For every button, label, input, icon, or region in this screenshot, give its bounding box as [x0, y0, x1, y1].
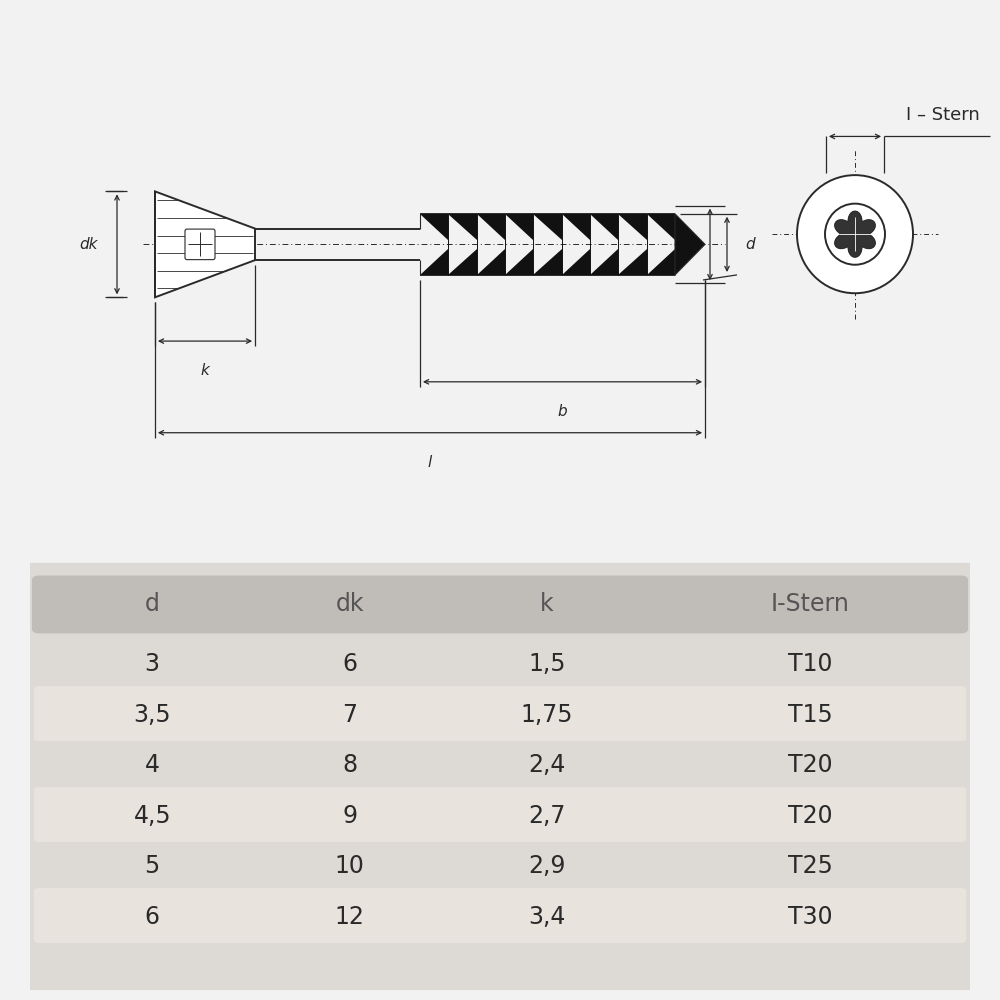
Polygon shape	[505, 214, 533, 240]
Polygon shape	[590, 249, 618, 275]
Text: dk: dk	[335, 592, 364, 616]
Polygon shape	[647, 249, 675, 275]
FancyBboxPatch shape	[16, 563, 984, 999]
Polygon shape	[477, 214, 505, 240]
Text: 2,4: 2,4	[528, 753, 566, 777]
Polygon shape	[155, 191, 255, 297]
Polygon shape	[533, 214, 562, 240]
Text: T25: T25	[788, 854, 833, 878]
Text: 4,5: 4,5	[133, 804, 171, 828]
Polygon shape	[618, 214, 647, 240]
Text: d: d	[745, 237, 755, 252]
Text: b: b	[558, 404, 567, 419]
Polygon shape	[477, 249, 505, 275]
Polygon shape	[420, 249, 448, 275]
Text: 12: 12	[335, 905, 365, 929]
Polygon shape	[590, 214, 618, 240]
Text: d: d	[145, 592, 160, 616]
Text: 5: 5	[145, 854, 160, 878]
Polygon shape	[647, 214, 675, 240]
Text: 4: 4	[145, 753, 160, 777]
Text: T20: T20	[788, 753, 833, 777]
Text: 1,75: 1,75	[521, 703, 573, 727]
Text: T15: T15	[788, 703, 833, 727]
Circle shape	[797, 175, 913, 293]
FancyBboxPatch shape	[185, 229, 215, 260]
Text: I – Stern: I – Stern	[906, 106, 980, 124]
Text: 2,7: 2,7	[528, 804, 566, 828]
Text: l: l	[428, 455, 432, 470]
Text: I-Stern: I-Stern	[771, 592, 850, 616]
FancyBboxPatch shape	[34, 888, 966, 943]
Polygon shape	[420, 214, 448, 240]
Text: 8: 8	[342, 753, 357, 777]
Text: 7: 7	[342, 703, 357, 727]
Text: 1,5: 1,5	[528, 652, 566, 676]
Text: T30: T30	[788, 905, 833, 929]
Text: 9: 9	[342, 804, 357, 828]
Text: 6: 6	[342, 652, 357, 676]
Polygon shape	[448, 249, 477, 275]
FancyBboxPatch shape	[34, 787, 966, 842]
Text: k: k	[201, 363, 209, 378]
Text: 3: 3	[145, 652, 160, 676]
Text: T10: T10	[788, 652, 832, 676]
Text: 6: 6	[145, 905, 160, 929]
Polygon shape	[505, 249, 533, 275]
FancyBboxPatch shape	[32, 575, 968, 633]
Text: k: k	[540, 592, 554, 616]
Polygon shape	[675, 214, 705, 275]
Text: 10: 10	[335, 854, 365, 878]
Text: 2,9: 2,9	[528, 854, 566, 878]
Polygon shape	[562, 249, 590, 275]
Circle shape	[825, 204, 885, 265]
Text: T20: T20	[788, 804, 833, 828]
Polygon shape	[562, 214, 590, 240]
Polygon shape	[618, 249, 647, 275]
Text: dk: dk	[80, 237, 98, 252]
Polygon shape	[835, 211, 875, 257]
Text: 3,5: 3,5	[133, 703, 171, 727]
FancyBboxPatch shape	[34, 686, 966, 741]
Text: 3,4: 3,4	[528, 905, 566, 929]
Polygon shape	[448, 214, 477, 240]
Polygon shape	[533, 249, 562, 275]
